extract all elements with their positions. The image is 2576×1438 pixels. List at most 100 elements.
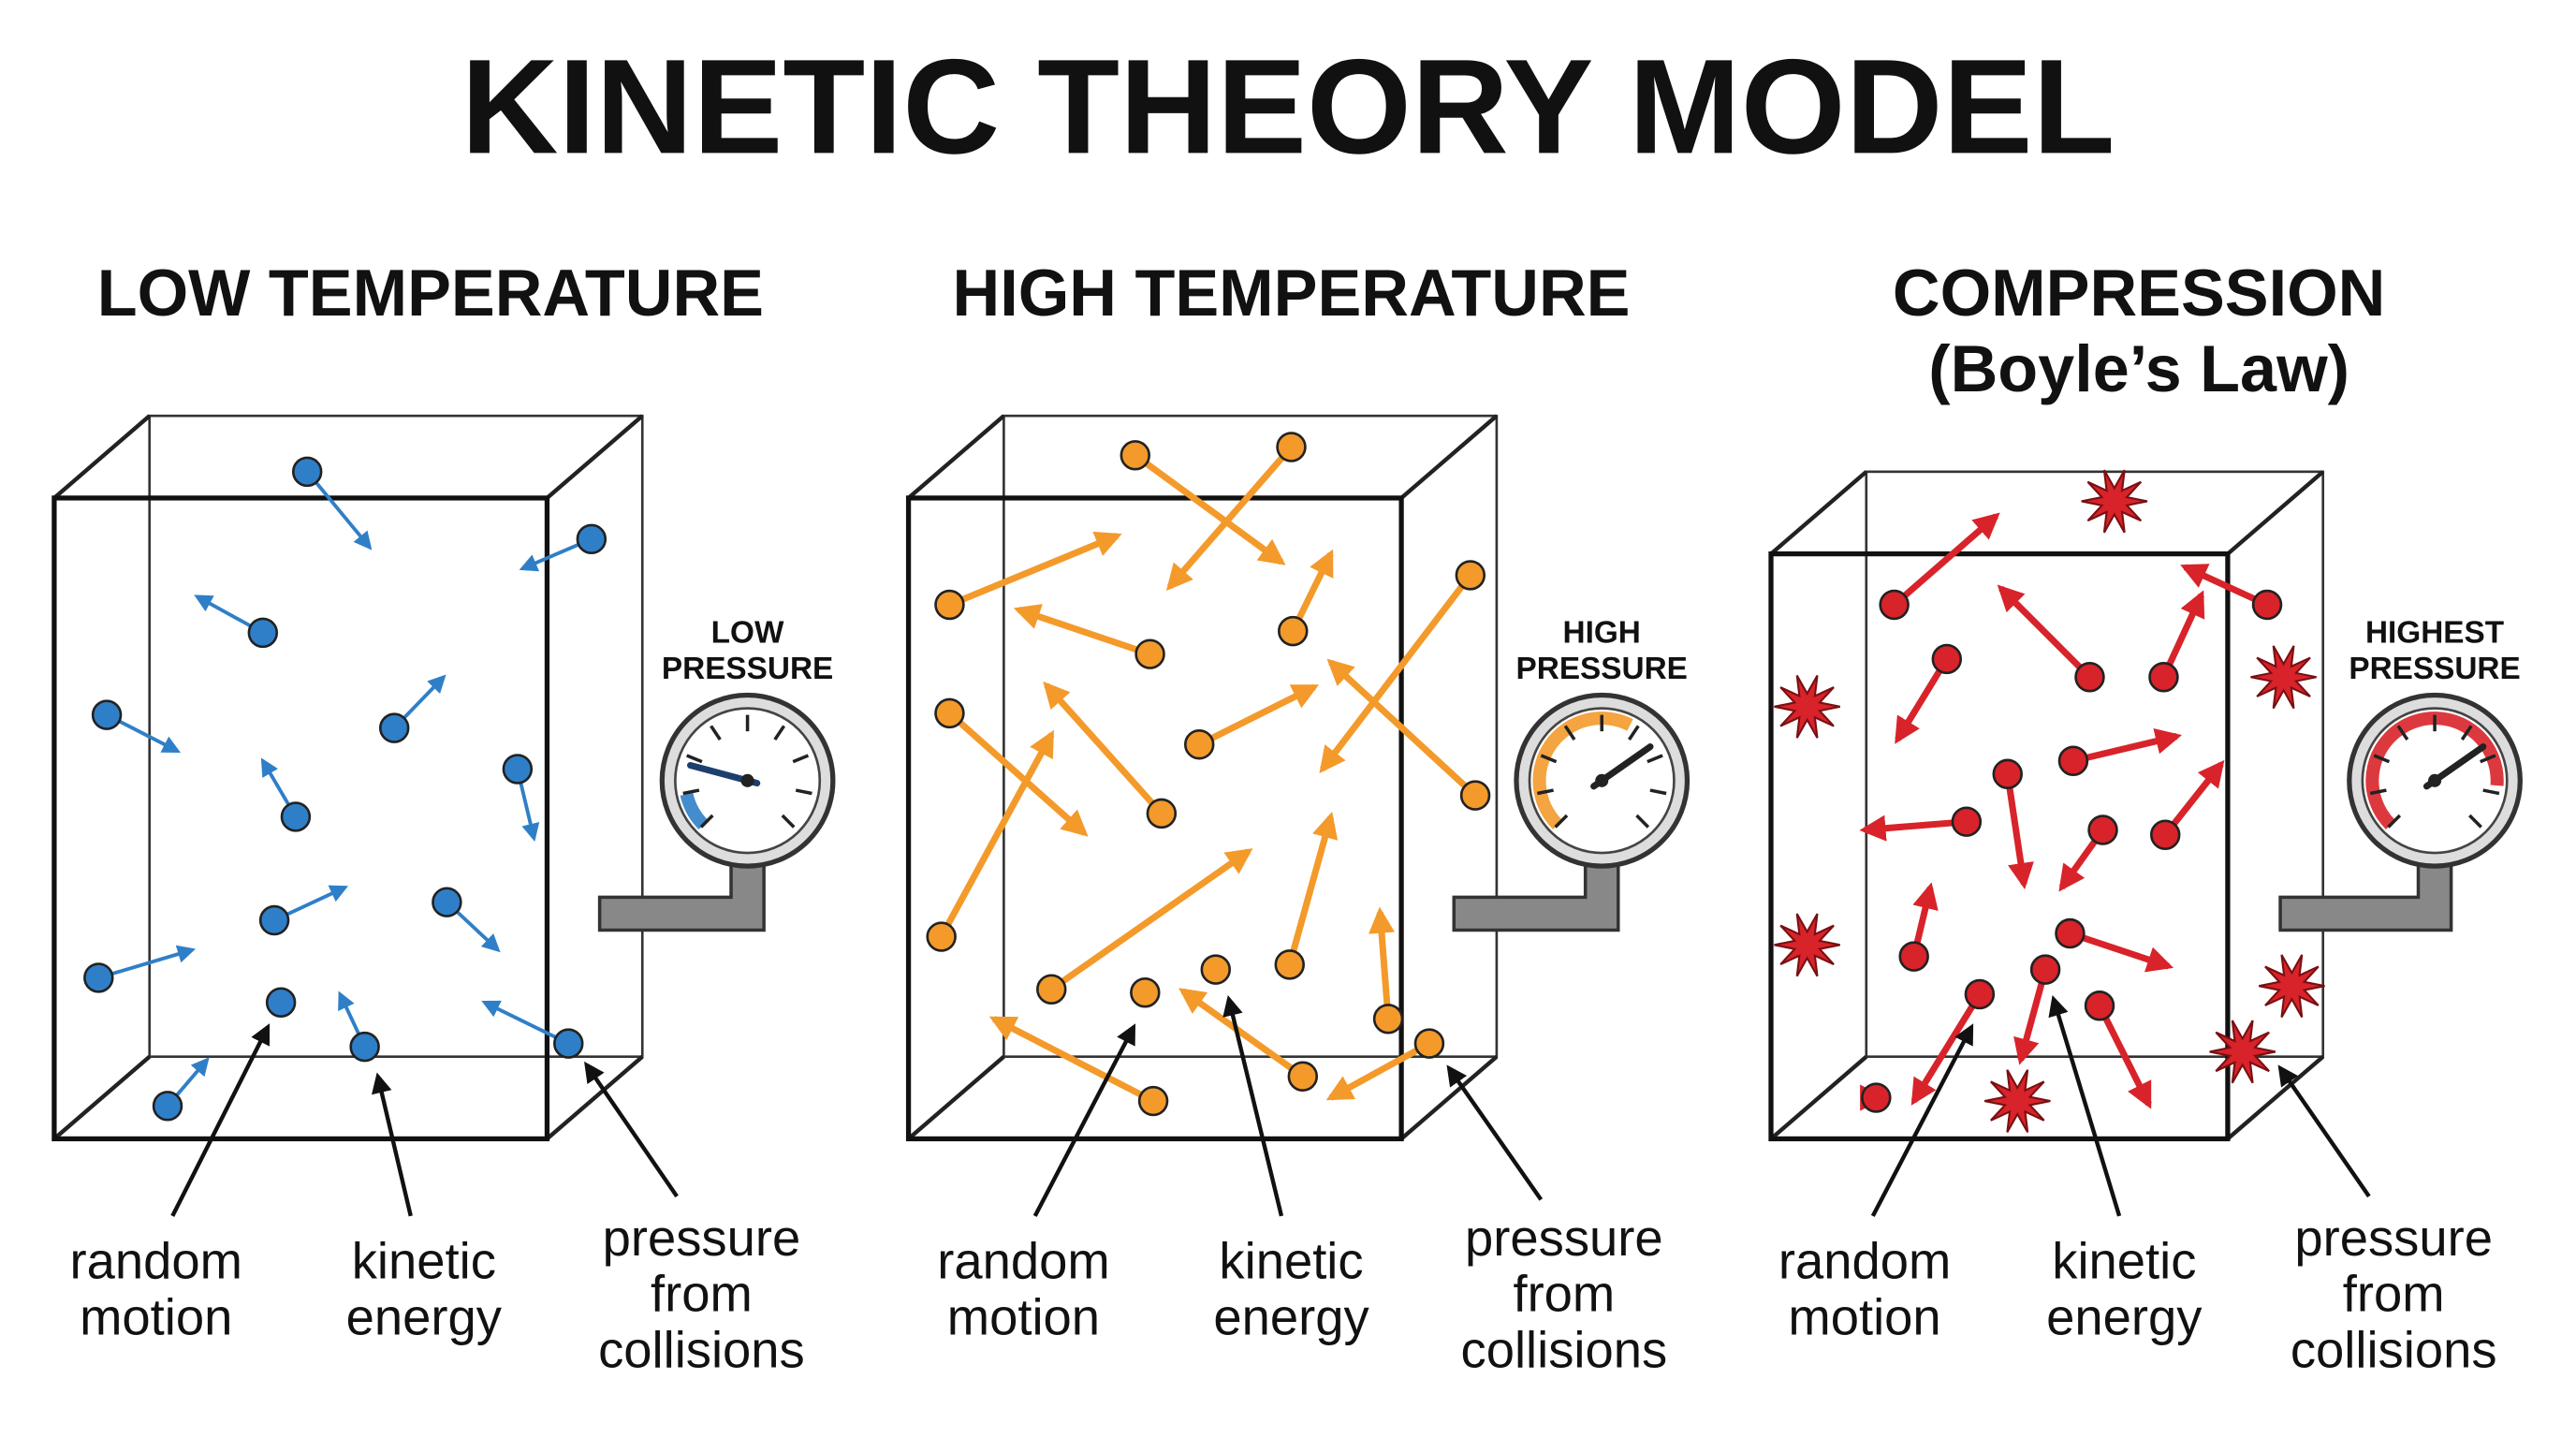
gauge-tick [682,788,700,796]
gauge-tick [2373,754,2391,764]
box-front [905,495,1404,1142]
molecule [1931,643,1963,675]
box-edge [1769,470,1868,556]
pointer-arrow [1446,1064,1544,1201]
molecule [2057,745,2089,776]
molecule [1130,976,1161,1008]
box-edge [546,1055,644,1141]
molecule [2055,917,2086,949]
molecule [432,887,462,917]
gauge-tick [1647,754,1663,764]
collision-burst [1983,1069,2051,1133]
molecule [926,921,957,952]
box-edge [907,1055,1005,1141]
motion-arrow [1165,445,1295,591]
title: KINETIC THEORY MODEL [461,32,2115,182]
motion-arrow [1910,992,1983,1106]
molecule [2251,589,2283,621]
callout-label: pressure [603,1210,801,1267]
motion-arrow [1049,848,1253,992]
motion-arrow [947,711,1089,837]
callout-label: from [651,1266,753,1323]
gauge-label: HIGH [1563,615,1641,650]
collision-burst [2259,954,2325,1019]
callout-label: motion [1788,1288,1940,1345]
molecule [1200,954,1232,985]
callout-label: pressure [2294,1210,2493,1267]
motion-arrow [2069,930,2174,973]
callout-label: energy [346,1288,503,1345]
callout-label: from [1513,1266,1615,1323]
motion-arrow [1286,812,1339,966]
gauge-tick [795,788,812,796]
molecule [1287,1061,1319,1092]
panel-title: (Boyle’s Law) [1928,331,2349,405]
box-edge [546,414,644,500]
collision-burst [2250,645,2317,710]
pointer-arrow [170,1023,271,1217]
motion-arrow [1895,657,1950,744]
motion-arrow [1368,906,1396,1020]
box-edge [52,414,152,500]
box-edge [2226,1055,2325,1141]
molecule [502,754,534,785]
gauge-tick [1649,788,1667,796]
gauge-tick [686,754,703,764]
molecule [1898,941,1929,972]
molecule [576,523,607,555]
gauge-tick [792,754,810,764]
gauge-tick [2396,725,2409,741]
molecule [1276,432,1307,462]
motion-arrow [481,1000,570,1046]
pointer-arrow [2277,1064,2371,1198]
gauge-tick [1554,814,1569,829]
molecule [1137,1085,1169,1117]
gauge-fill [680,792,709,829]
molecule [1455,560,1486,591]
gauge-tick [699,814,714,829]
gauge-tick [1628,725,1640,741]
gauge-tick [710,725,722,741]
molecule [152,1091,183,1122]
molecule [553,1028,584,1059]
molecule [378,712,410,743]
motion-arrow [1133,452,1286,565]
callout-label: from [2343,1266,2445,1323]
pointer-arrow [1870,1023,1974,1217]
callout-label: energy [1213,1288,1369,1345]
gauge-tick [1540,754,1558,764]
molecule [2087,814,2118,845]
collision-burst [2209,1020,2276,1084]
gauge-tick [2480,754,2496,764]
collision-burst [1774,913,1840,977]
motion-arrow [1892,512,2000,608]
gauge-label: LOW [711,615,784,650]
gauge-tick [2482,788,2500,796]
gauge-pipe [2278,858,2453,932]
molecule [1459,780,1491,811]
molecule [1134,638,1165,669]
gauge-hub [1595,773,1609,787]
molecule [1951,806,1983,837]
molecule [1372,1004,1404,1034]
pointer-arrow [2048,995,2122,1217]
molecule [2029,954,2061,985]
molecule [1146,798,1178,829]
gauge-label: PRESSURE [662,652,833,686]
gauge-tick [1635,814,1650,829]
pointer-arrow [372,1072,413,1217]
motion-arrow [305,470,373,550]
gauge-pipe [597,858,766,932]
molecule [291,456,323,488]
motion-arrow [1178,988,1305,1079]
molecule [1274,949,1305,980]
box-edge [52,1055,152,1141]
box-front [51,495,550,1142]
gauge-tick [773,725,786,741]
molecule [934,697,965,729]
panel-title: HIGH TEMPERATURE [953,256,1631,330]
molecule [247,617,279,649]
motion-arrow [2096,1004,2152,1109]
